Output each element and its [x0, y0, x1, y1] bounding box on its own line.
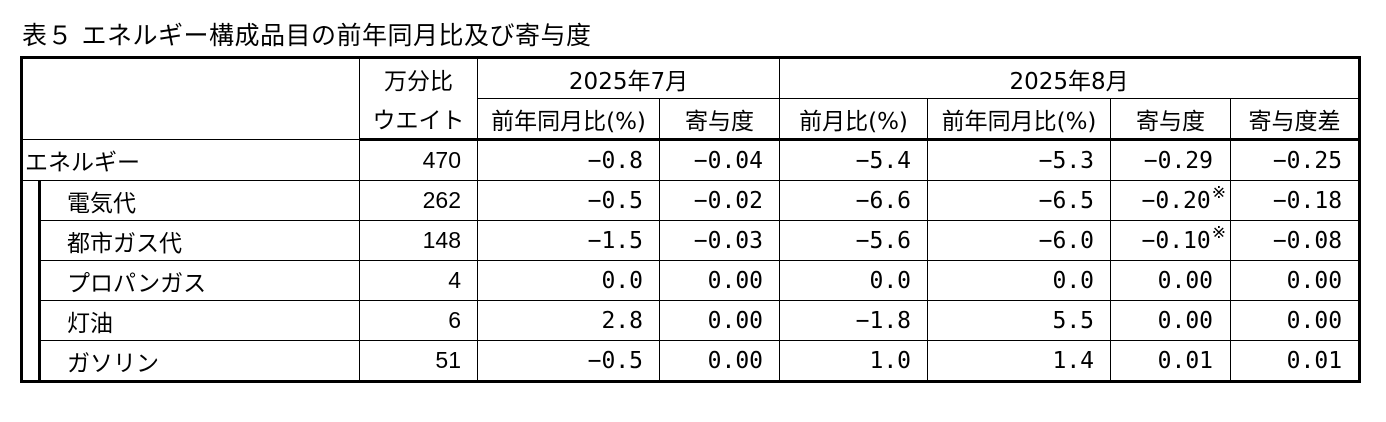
table-title: 表５ エネルギー構成品目の前年同月比及び寄与度 — [22, 21, 592, 50]
weight-cell: 6 — [359, 300, 478, 341]
table-row: 電気代 262 −0.5 −0.02 −6.6 −6.5 −0.20※ −0.1… — [20, 180, 1362, 221]
table-row: ガソリン 51 −0.5 0.00 1.0 1.4 0.01 0.01 — [20, 340, 1362, 383]
value-cell: −6.5 — [927, 180, 1112, 221]
value-text: 0.01 — [1157, 347, 1214, 374]
value-cell: −0.20※ — [1110, 180, 1232, 221]
value-cell: 0.0 — [779, 260, 929, 301]
value-cell: 0.00 — [658, 300, 781, 341]
value-cell: −0.29 — [1110, 139, 1232, 181]
row-label: 電気代 — [39, 180, 360, 221]
value-cell: −0.5 — [477, 180, 660, 221]
row-label: ガソリン — [39, 340, 360, 383]
weight-cell: 51 — [359, 340, 478, 383]
table-row: エネルギー 470 −0.8 −0.04 −5.4 −5.3 −0.29 −0.… — [20, 139, 1362, 181]
value-cell: 0.00 — [658, 260, 781, 301]
header-row-2: ウエイト 前年同月比(%) 寄与度 前月比(%) 前年同月比(%) 寄与度 寄与… — [22, 98, 1362, 141]
value-cell: −0.04 — [658, 139, 781, 181]
value-cell: −0.8 — [477, 139, 660, 181]
header-corner — [20, 56, 360, 140]
value-cell: −1.5 — [477, 220, 660, 261]
indent-cell — [20, 260, 41, 301]
value-cell: −0.25 — [1230, 139, 1362, 181]
value-cell: −0.5 — [477, 340, 660, 383]
row-label: 都市ガス代 — [39, 220, 360, 261]
value-cell: 1.0 — [779, 340, 929, 383]
table-row: 都市ガス代 148 −1.5 −0.03 −5.6 −6.0 −0.10※ −0… — [20, 220, 1362, 261]
indent-cell — [20, 180, 41, 221]
value-cell: −6.0 — [927, 220, 1112, 261]
footnote-mark: ※ — [1211, 222, 1227, 243]
col-header-aug-yoy: 前年同月比(%) — [927, 98, 1112, 141]
row-label: プロパンガス — [39, 260, 360, 301]
value-cell: −0.10※ — [1110, 220, 1232, 261]
value-cell: 1.4 — [927, 340, 1112, 383]
value-cell: −1.8 — [779, 300, 929, 341]
weight-cell: 4 — [359, 260, 478, 301]
value-cell: −6.6 — [779, 180, 929, 221]
value-cell: 0.00 — [1110, 300, 1232, 341]
value-cell: −0.02 — [658, 180, 781, 221]
value-cell: 2.8 — [477, 300, 660, 341]
value-cell: 0.01 — [1110, 340, 1232, 383]
col-header-aug-mom: 前月比(%) — [779, 98, 929, 141]
indent-cell — [20, 340, 41, 383]
value-cell: −5.4 — [779, 139, 929, 181]
value-cell: 0.0 — [477, 260, 660, 301]
row-label: エネルギー — [20, 139, 360, 181]
value-cell: −0.18 — [1230, 180, 1362, 221]
col-header-jul-yoy: 前年同月比(%) — [477, 98, 660, 141]
table-row: 灯油 6 2.8 0.00 −1.8 5.5 0.00 0.00 — [20, 300, 1362, 341]
energy-contribution-table: 万分比 2025年7月 2025年8月 ウエイト 前年同月比(%) 寄与度 前月… — [20, 56, 1362, 383]
value-text: 0.00 — [1157, 307, 1214, 334]
value-cell: 0.0 — [927, 260, 1112, 301]
value-text: −0.29 — [1143, 147, 1214, 174]
header-row-1: 万分比 2025年7月 2025年8月 — [20, 56, 1362, 140]
value-text: −0.10 — [1141, 227, 1211, 254]
value-cell: 0.00 — [658, 340, 781, 383]
weight-cell: 262 — [359, 180, 478, 221]
col-header-jul-contribution: 寄与度 — [658, 98, 781, 141]
value-cell: 0.00 — [1230, 260, 1362, 301]
value-cell: 0.00 — [1230, 300, 1362, 341]
value-text: 0.00 — [1157, 267, 1214, 294]
value-cell: −0.08 — [1230, 220, 1362, 261]
col-header-contribution-diff: 寄与度差 — [1230, 98, 1362, 141]
value-cell: −5.6 — [779, 220, 929, 261]
col-header-aug-contribution: 寄与度 — [1110, 98, 1232, 141]
value-cell: −0.03 — [658, 220, 781, 261]
period-2025-07-header: 2025年7月 — [476, 56, 781, 99]
period-2025-08-header: 2025年8月 — [779, 56, 1362, 99]
indent-cell — [20, 220, 41, 261]
weight-cell: 148 — [359, 220, 478, 261]
row-label: 灯油 — [39, 300, 360, 341]
weight-header-top: 万分比 — [359, 56, 478, 99]
indent-cell — [20, 300, 41, 341]
value-cell: 0.01 — [1230, 340, 1362, 383]
weight-header-bottom: ウエイト — [359, 98, 478, 141]
value-text: −0.20 — [1141, 187, 1211, 214]
value-cell: 0.00 — [1110, 260, 1232, 301]
table-row: プロパンガス 4 0.0 0.00 0.0 0.0 0.00 0.00 — [20, 260, 1362, 301]
value-cell: 5.5 — [927, 300, 1112, 341]
footnote-mark: ※ — [1211, 182, 1227, 203]
weight-cell: 470 — [359, 139, 478, 181]
value-cell: −5.3 — [927, 139, 1112, 181]
